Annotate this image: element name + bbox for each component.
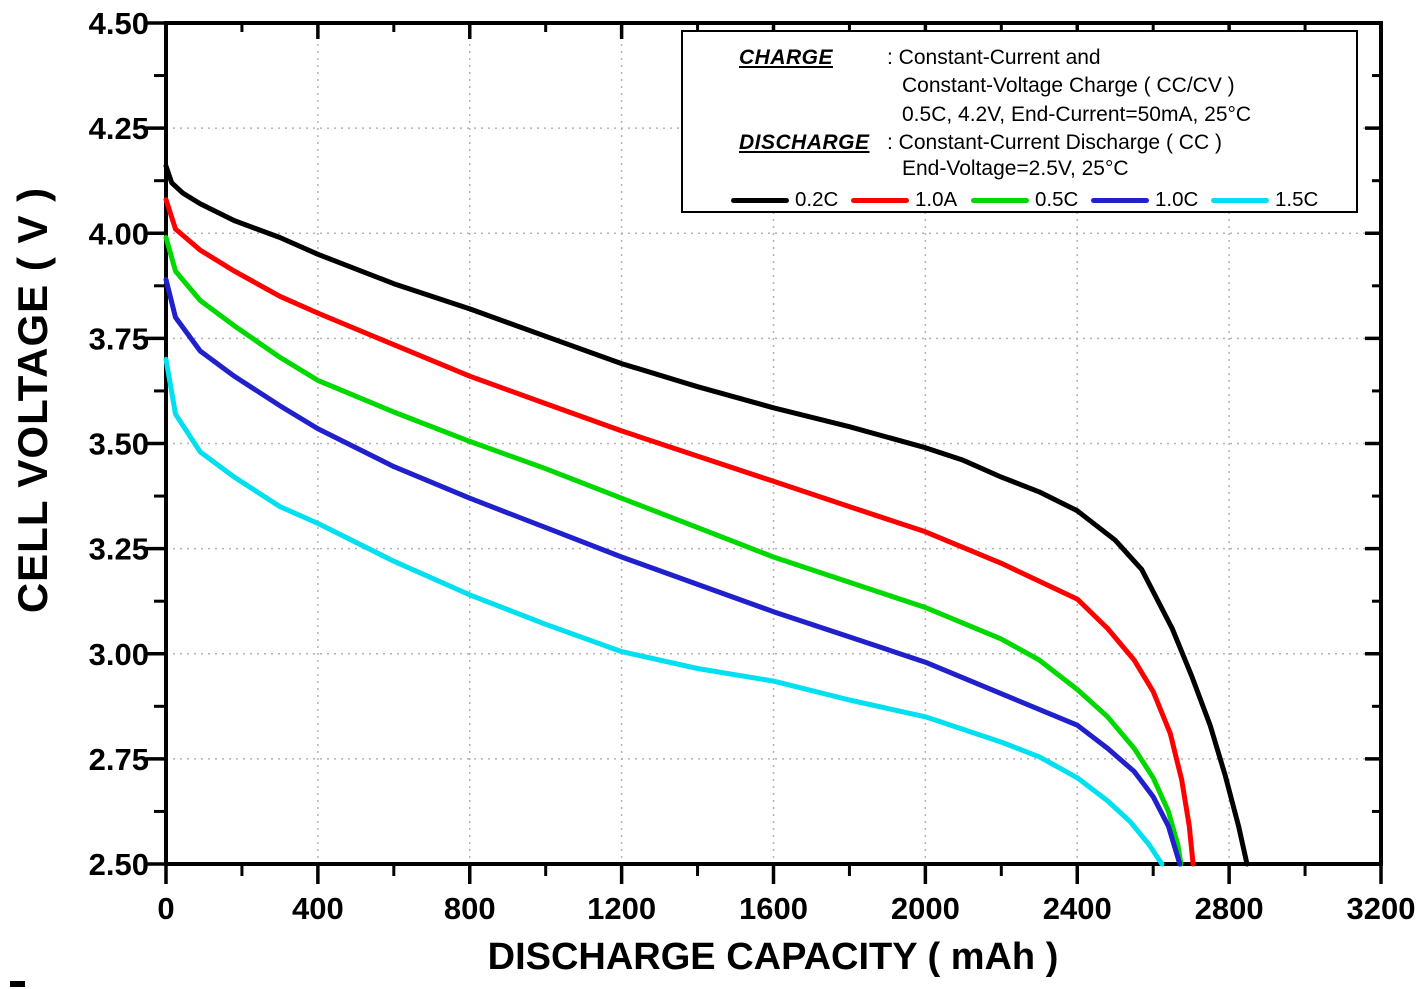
legend-item-label: 1.0A [915, 188, 958, 211]
y-tick-label: 2.50 [89, 847, 149, 882]
axis-frame [164, 21, 1383, 866]
y-tick-label: 3.50 [89, 427, 149, 462]
x-tick-label: 2800 [1195, 891, 1264, 926]
x-tick-label: 2000 [891, 891, 960, 926]
series-curve-1.0A [163, 197, 1196, 867]
x-tick-label: 400 [292, 891, 344, 926]
legend-line-swatch-0.2C [731, 197, 789, 203]
legend-charge-line2: Constant-Voltage Charge ( CC/CV ) [902, 74, 1235, 97]
x-tick-label: 1600 [739, 891, 808, 926]
y-tick-label: 3.25 [89, 532, 149, 567]
y-tick-label: 4.25 [89, 111, 149, 146]
legend-discharge-line2: End-Voltage=2.5V, 25°C [902, 157, 1129, 180]
legend-item-0.2C: 0.2C [731, 188, 851, 212]
y-tick-label: 4.00 [89, 216, 149, 251]
legend-discharge-row2: End-Voltage=2.5V, 25°C [683, 156, 1356, 182]
y-tick-label: 3.00 [89, 637, 149, 672]
legend-discharge-line1: : Constant-Current Discharge ( CC ) [887, 131, 1222, 154]
legend-item-1.0A: 1.0A [851, 188, 971, 212]
y-tick-label: 2.75 [89, 742, 149, 777]
y-tick-label: 4.50 [89, 6, 149, 41]
legend-line-swatch-1.0C [1091, 197, 1149, 203]
series-curve-1.5C [163, 356, 1165, 867]
legend-item-0.5C: 0.5C [971, 188, 1091, 212]
x-tick-label: 0 [157, 891, 174, 926]
legend-item-1.0C: 1.0C [1091, 188, 1211, 212]
y-axis-title: CELL VOLTAGE ( V ) [9, 186, 56, 614]
x-axis-title: DISCHARGE CAPACITY ( mAh ) [487, 936, 1059, 978]
legend-charge-row2: Constant-Voltage Charge ( CC/CV ) [683, 72, 1356, 100]
series-curve-1.0C [163, 277, 1183, 867]
legend-box: CHARGE : Constant-Current and Constant-V… [681, 30, 1358, 213]
x-tick-label: 1200 [587, 891, 656, 926]
legend-item-label: 0.5C [1035, 188, 1079, 211]
legend-series-row: 0.2C 1.0A 0.5C 1.0C 1.5C [683, 188, 1356, 212]
legend-line-swatch-1.5C [1211, 197, 1269, 203]
legend-discharge-label: DISCHARGE [739, 131, 870, 154]
x-tick-label: 3200 [1347, 891, 1416, 926]
legend-item-label: 0.2C [795, 188, 839, 211]
y-tick-label: 3.75 [89, 321, 149, 356]
legend-charge-row: CHARGE : Constant-Current and [683, 44, 1356, 72]
legend-discharge-row: DISCHARGE : Constant-Current Discharge (… [683, 130, 1356, 156]
legend-charge-row3: 0.5C, 4.2V, End-Current=50mA, 25°C [683, 100, 1356, 130]
legend-item-label: 1.5C [1275, 188, 1319, 211]
legend-item-1.5C: 1.5C [1211, 188, 1331, 212]
legend-charge-label: CHARGE [739, 46, 834, 69]
scan-artifact [10, 981, 25, 987]
legend-line-swatch-0.5C [971, 197, 1029, 203]
legend-line-swatch-1.0A [851, 197, 909, 203]
x-tick-label: 800 [444, 891, 496, 926]
legend-item-label: 1.0C [1155, 188, 1199, 211]
series-curve-0.2C [163, 163, 1250, 867]
legend-charge-line3: 0.5C, 4.2V, End-Current=50mA, 25°C [902, 103, 1252, 126]
x-tick-label: 2400 [1043, 891, 1112, 926]
legend-charge-line1: : Constant-Current and [887, 46, 1101, 69]
series-curve-0.5C [163, 235, 1184, 867]
